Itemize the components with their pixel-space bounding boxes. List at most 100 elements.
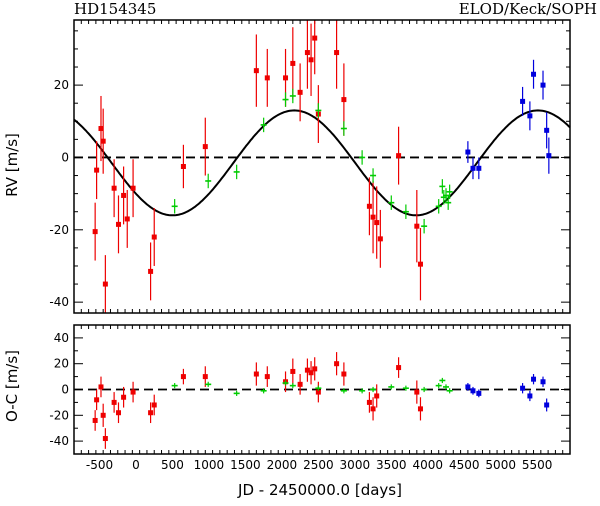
x-tick-label: -500	[86, 458, 113, 472]
data-point	[92, 229, 98, 235]
data-point	[417, 406, 423, 412]
data-point	[414, 223, 420, 229]
data-point	[341, 371, 347, 377]
series-elodie	[92, 352, 423, 449]
data-point	[94, 167, 100, 173]
data-point	[202, 144, 208, 150]
x-tick-label: 4500	[449, 458, 480, 472]
data-point	[264, 75, 270, 81]
data-point	[308, 57, 314, 63]
x-tick-label: 2000	[267, 458, 298, 472]
data-point	[334, 50, 340, 56]
data-point	[476, 390, 482, 396]
data-point	[121, 192, 127, 198]
data-point	[315, 389, 321, 395]
plot-frame	[73, 19, 571, 314]
data-point	[370, 406, 376, 412]
data-point	[151, 402, 157, 408]
series-keck	[171, 88, 453, 234]
rv-axis-label: RV [m/s]	[3, 133, 21, 197]
y-tick-label: 20	[54, 357, 69, 371]
data-point	[297, 89, 303, 95]
data-point	[366, 203, 372, 209]
residual-panel: -500 0 500 1000 1500 2000 2500 3000 3500 4000 4500…	[49, 324, 571, 472]
y-tick-label: 40	[54, 331, 69, 345]
x-tick-label: 1000	[194, 458, 225, 472]
data-point	[476, 165, 482, 171]
data-point	[334, 361, 340, 367]
data-point	[370, 214, 376, 220]
model-curve	[73, 109, 571, 217]
data-point	[531, 71, 537, 77]
data-point	[297, 381, 303, 387]
y-tick-label: 0	[61, 150, 69, 164]
data-point	[180, 374, 186, 380]
data-point	[396, 153, 402, 159]
data-point	[283, 75, 289, 81]
x-tick-label: 5000	[485, 458, 516, 472]
instruments-title: ELOD/Keck/SOPH	[459, 0, 597, 18]
y-tick-label: 0	[61, 383, 69, 397]
data-point	[308, 370, 314, 376]
data-point	[341, 97, 347, 103]
data-point	[115, 410, 121, 416]
data-point	[111, 185, 117, 191]
data-point	[414, 389, 420, 395]
x-tick-label: 3500	[376, 458, 407, 472]
data-point	[312, 35, 318, 41]
data-point	[151, 234, 157, 240]
data-point	[121, 394, 127, 400]
data-point	[470, 165, 476, 171]
data-point	[115, 221, 121, 227]
series-sophie	[465, 59, 552, 180]
y-tick-label: -20	[49, 408, 69, 422]
data-point	[312, 366, 318, 372]
x-tick-label: 4000	[412, 458, 443, 472]
data-point	[148, 268, 154, 274]
series-keck	[171, 377, 453, 396]
data-point	[111, 399, 117, 405]
data-point	[540, 379, 546, 385]
data-point	[124, 216, 130, 222]
x-tick-label: 5500	[522, 458, 553, 472]
data-point	[253, 68, 259, 74]
data-point	[531, 376, 537, 382]
data-point	[544, 402, 550, 408]
x-tick-label: 1500	[230, 458, 261, 472]
data-point	[417, 261, 423, 267]
data-point	[377, 236, 383, 242]
data-point	[546, 153, 552, 159]
data-point	[100, 138, 106, 144]
plot-frame	[73, 324, 571, 455]
series-elodie	[92, 20, 423, 313]
data-point	[100, 412, 106, 418]
series-sophie	[465, 374, 550, 412]
y-tick-label: -40	[49, 295, 69, 309]
data-point	[180, 164, 186, 169]
data-point	[470, 388, 476, 394]
rv-panel: -40 -20 0 20	[49, 19, 571, 314]
x-tick-label: 500	[161, 458, 184, 472]
data-point	[94, 397, 100, 403]
data-point	[374, 220, 380, 226]
data-point	[520, 385, 526, 391]
data-point	[540, 82, 546, 88]
star-name-title: HD154345	[74, 0, 156, 18]
data-point	[92, 417, 98, 423]
data-point	[527, 113, 533, 119]
data-point	[102, 281, 108, 287]
data-point	[465, 384, 471, 390]
data-point	[130, 185, 136, 191]
data-point	[544, 127, 550, 133]
data-point	[264, 374, 270, 380]
data-point	[304, 367, 310, 373]
data-point	[290, 60, 296, 66]
data-point	[98, 126, 104, 132]
x-tick-label: 3000	[340, 458, 371, 472]
data-point	[253, 371, 259, 377]
y-tick-label: 20	[54, 78, 69, 92]
y-tick-label: -40	[49, 434, 69, 448]
data-point	[527, 393, 533, 399]
data-point	[366, 399, 372, 405]
